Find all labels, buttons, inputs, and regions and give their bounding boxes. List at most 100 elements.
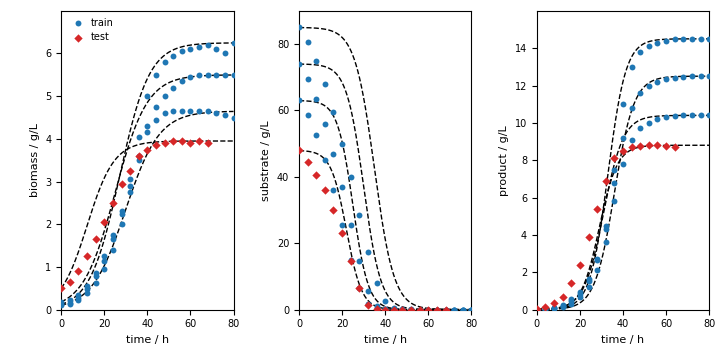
Point — [397, 306, 408, 312]
Point — [73, 297, 84, 303]
Point — [293, 147, 305, 153]
Point — [319, 81, 330, 87]
Point — [362, 288, 374, 294]
Point — [634, 90, 646, 96]
Point — [81, 291, 93, 296]
Point — [73, 268, 84, 274]
Point — [168, 85, 179, 90]
Point — [354, 212, 365, 218]
Point — [405, 307, 417, 312]
Point — [660, 114, 672, 120]
Point — [405, 307, 417, 312]
Point — [423, 307, 434, 312]
Point — [193, 138, 204, 144]
Point — [591, 206, 603, 212]
Point — [466, 307, 477, 312]
Point — [431, 307, 443, 312]
Point — [557, 302, 569, 308]
Point — [55, 299, 67, 305]
Point — [678, 36, 689, 42]
Point — [90, 280, 102, 286]
Point — [591, 256, 603, 262]
Point — [440, 307, 451, 312]
Point — [159, 140, 171, 146]
Point — [107, 236, 119, 242]
Point — [669, 144, 680, 150]
Point — [185, 74, 197, 80]
Point — [703, 112, 715, 118]
Point — [362, 301, 374, 306]
Point — [591, 267, 603, 273]
Point — [193, 72, 204, 78]
Point — [371, 303, 382, 309]
Point — [133, 153, 145, 159]
Point — [643, 120, 654, 126]
Point — [73, 292, 84, 297]
Point — [319, 187, 330, 193]
Point — [582, 284, 594, 290]
Point — [159, 59, 171, 65]
Point — [107, 247, 119, 253]
Point — [99, 258, 110, 264]
Point — [345, 258, 356, 264]
Point — [64, 279, 76, 285]
Point — [81, 253, 93, 259]
Y-axis label: biomass / g/L: biomass / g/L — [30, 123, 40, 197]
Y-axis label: product / g/L: product / g/L — [499, 125, 509, 195]
Point — [90, 270, 102, 276]
Point — [440, 307, 451, 312]
Point — [634, 143, 646, 149]
Point — [310, 58, 322, 63]
Point — [566, 298, 577, 304]
Point — [210, 72, 222, 78]
Point — [405, 307, 417, 312]
Point — [293, 61, 305, 67]
Point — [695, 36, 706, 42]
Point — [531, 307, 543, 312]
Point — [354, 285, 365, 291]
Point — [228, 114, 239, 120]
Point — [626, 137, 637, 143]
Point — [336, 141, 348, 147]
Point — [64, 301, 76, 307]
Point — [354, 258, 365, 264]
Point — [600, 223, 611, 229]
Point — [159, 93, 171, 99]
Point — [202, 108, 213, 114]
Point — [557, 294, 569, 300]
Point — [107, 232, 119, 238]
Point — [540, 304, 552, 310]
Point — [345, 257, 356, 263]
Point — [302, 76, 313, 82]
Point — [549, 306, 560, 311]
Point — [219, 72, 230, 78]
Point — [168, 53, 179, 58]
Point — [566, 301, 577, 306]
Point — [379, 306, 391, 311]
Point — [531, 307, 543, 312]
Point — [55, 302, 67, 308]
Point — [405, 307, 417, 312]
Point — [566, 280, 577, 286]
Point — [302, 40, 313, 45]
Point — [703, 36, 715, 42]
Point — [414, 307, 426, 312]
Point — [440, 307, 451, 312]
Point — [362, 302, 374, 307]
Point — [695, 73, 706, 79]
Legend: train, test: train, test — [66, 16, 115, 44]
Point — [431, 307, 443, 312]
Point — [185, 46, 197, 52]
Point — [81, 286, 93, 292]
Point — [193, 108, 204, 114]
Point — [210, 46, 222, 52]
Point — [90, 274, 102, 279]
Point — [695, 112, 706, 118]
Point — [228, 72, 239, 78]
Point — [64, 297, 76, 303]
Point — [202, 140, 213, 146]
Point — [310, 96, 322, 102]
Point — [660, 38, 672, 44]
Point — [176, 49, 188, 54]
Point — [574, 262, 585, 268]
